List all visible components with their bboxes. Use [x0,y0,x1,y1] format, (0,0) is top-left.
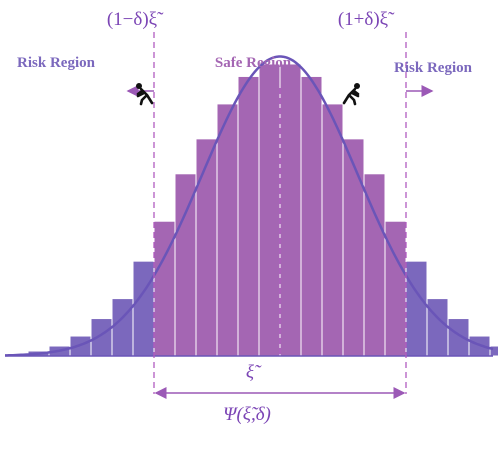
bar-safe [216,103,239,357]
bar-safe [300,75,323,357]
bar-risk [132,260,155,357]
bar-risk [489,345,498,357]
interval-label: Ψ(ξ̃,δ) [223,404,271,425]
bar-safe [258,63,281,357]
person-pushing-left-icon [136,83,154,106]
bar-safe [342,138,365,357]
bar-safe [174,173,197,357]
bar-safe [363,173,386,357]
normal-curve [5,55,494,357]
bar-risk [447,318,470,357]
upper-threshold-label: (1+δ)ξ̃ [338,9,395,30]
bar-safe [195,138,218,357]
lower-threshold-label: (1−δ)ξ̃ [107,9,164,30]
safe-region-label: Safe Region [215,55,292,71]
bar-risk [111,298,134,357]
bar-safe [237,75,260,357]
bar-safe [321,103,344,357]
bar-safe [279,63,302,357]
bar-risk [90,318,113,357]
risk-region-right-label: Risk Region [394,60,473,76]
histogram-bars [27,63,498,357]
bar-risk [426,298,449,357]
person-pushing-right-icon [342,83,360,106]
bar-risk [405,260,428,357]
risk-region-left-label: Risk Region [17,55,96,71]
center-label: ξ̃ [246,362,262,383]
